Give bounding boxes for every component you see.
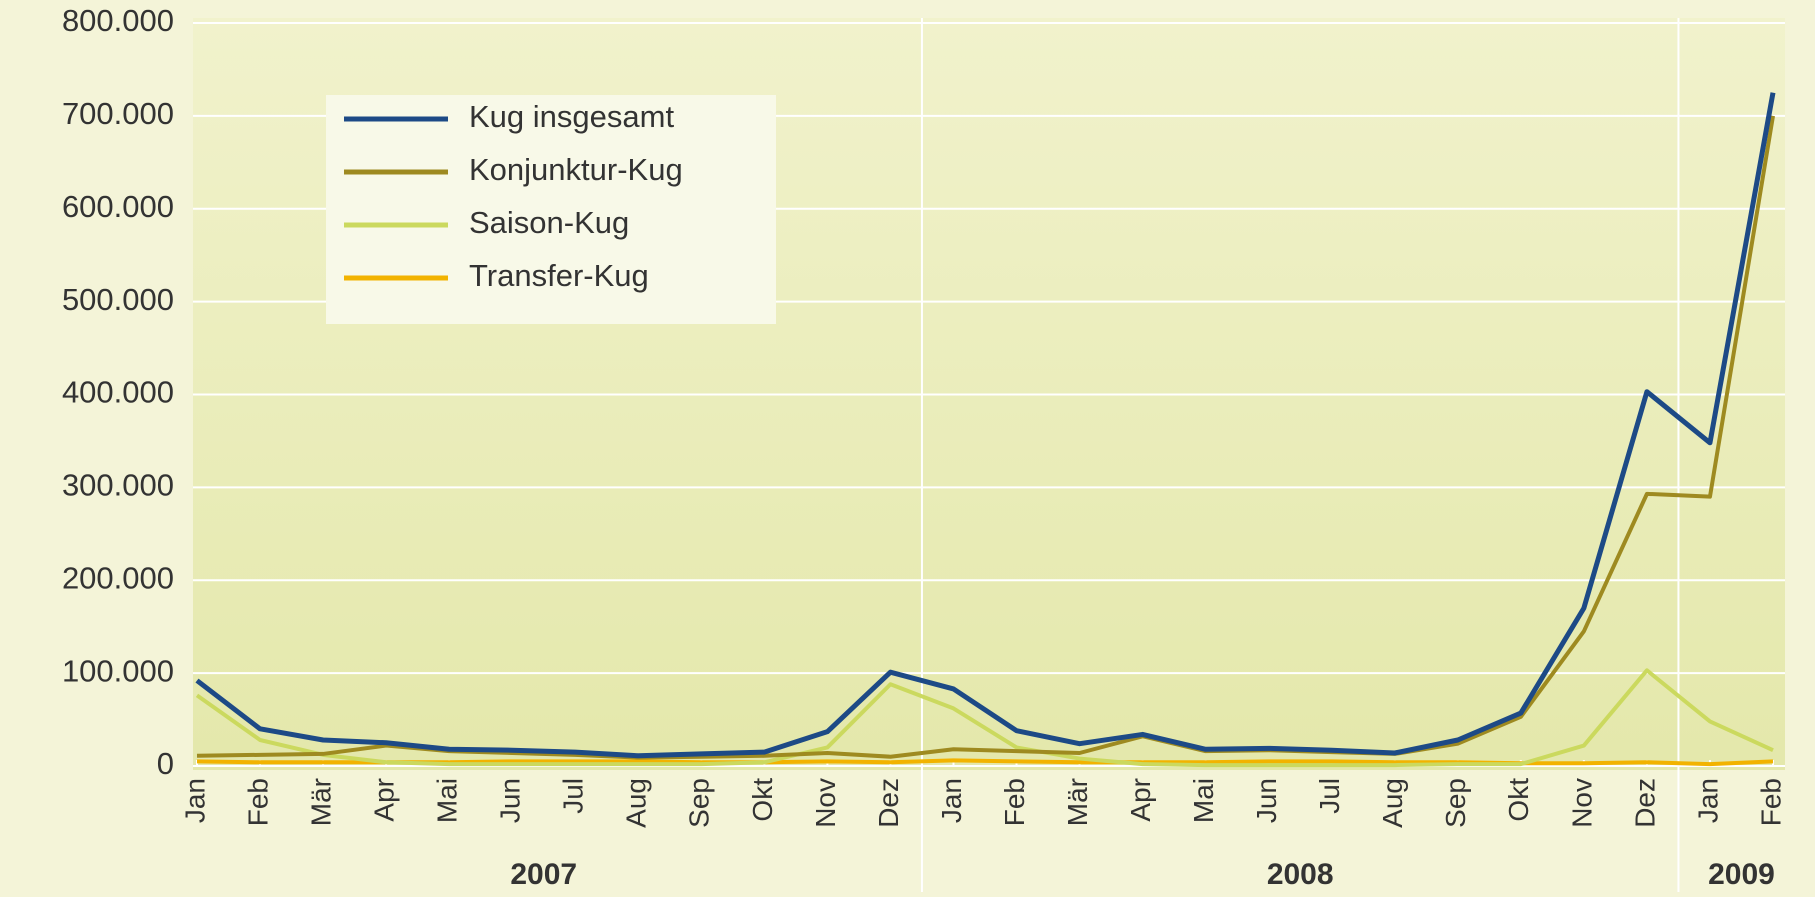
x-tick-label: Nov	[1566, 778, 1597, 828]
y-tick-label: 600.000	[62, 189, 174, 224]
year-label: 2008	[1267, 858, 1334, 891]
y-tick-label: 500.000	[62, 282, 174, 317]
x-tick-label: Jun	[495, 778, 526, 823]
x-tick-label: Apr	[1125, 778, 1156, 822]
x-tick-label: Okt	[1503, 778, 1534, 822]
x-tick-label: Jul	[1314, 778, 1345, 814]
x-tick-label: Nov	[810, 778, 841, 828]
x-tick-label: Mär	[1062, 778, 1093, 826]
x-tick-label: Jan	[179, 778, 210, 823]
legend-box	[326, 95, 776, 324]
x-tick-label: Mär	[305, 778, 336, 826]
series-line	[195, 92, 1776, 759]
x-tick-label: Dez	[1629, 778, 1660, 828]
y-tick-label: 700.000	[62, 96, 174, 131]
x-tick-label: Feb	[999, 778, 1030, 826]
y-tick-label: 400.000	[62, 375, 174, 410]
x-tick-label: Sep	[684, 778, 715, 828]
x-tick-label: Jun	[1251, 778, 1282, 823]
x-tick-label: Jan	[1692, 778, 1723, 823]
x-tick-label: Aug	[1377, 778, 1408, 828]
y-tick-label: 800.000	[62, 3, 174, 38]
legend: Kug insgesamt Konjunktur-Kug Saison-Kug Tra…	[326, 95, 776, 324]
x-tick-label: Okt	[747, 778, 778, 822]
x-tick-label: Jan	[936, 778, 967, 823]
series-line	[195, 668, 1774, 768]
year-label: 2007	[510, 858, 577, 891]
x-tick-label: Jul	[558, 778, 589, 814]
legend-label: Transfer-Kug	[469, 258, 649, 293]
legend-label: Saison-Kug	[469, 205, 629, 240]
x-tick-label: Mai	[432, 778, 463, 823]
x-tick-label: Sep	[1440, 778, 1471, 828]
legend-label: Kug insgesamt	[469, 99, 674, 134]
year-label: 2009	[1708, 858, 1775, 891]
legend-label: Konjunktur-Kug	[469, 152, 683, 187]
y-tick-label: 100.000	[62, 653, 174, 688]
x-tick-label: Feb	[242, 778, 273, 826]
y-tick-label: 0	[157, 746, 174, 781]
x-tick-label: Mai	[1188, 778, 1219, 823]
y-tick-label: 300.000	[62, 468, 174, 503]
y-tick-label: 200.000	[62, 560, 174, 595]
x-tick-label: Aug	[621, 778, 652, 828]
x-tick-label: Feb	[1755, 778, 1786, 826]
x-tick-label: Dez	[873, 778, 904, 828]
x-tick-label: Apr	[369, 778, 400, 822]
